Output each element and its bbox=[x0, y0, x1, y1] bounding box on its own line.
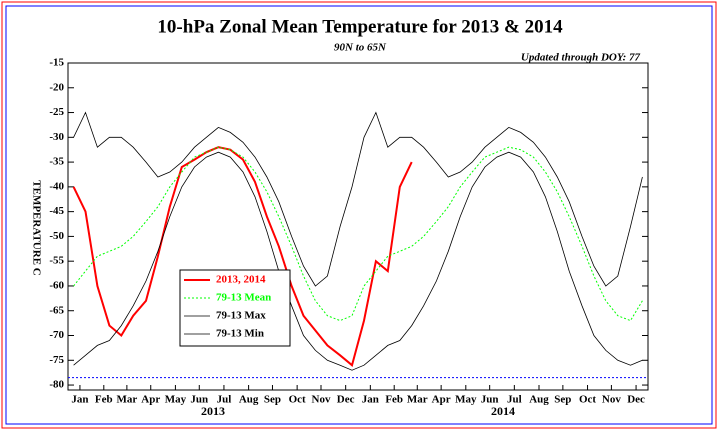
legend-box bbox=[179, 269, 291, 347]
x-tick-label: Jan bbox=[362, 394, 379, 406]
x-tick-label: Oct bbox=[289, 394, 306, 406]
x-tick-label: May bbox=[455, 394, 477, 406]
y-tick-label: -25 bbox=[49, 106, 64, 118]
x-tick-label: Sep bbox=[554, 394, 571, 406]
y-tick-label: -60 bbox=[49, 279, 64, 291]
x-tick-label: Oct bbox=[579, 394, 596, 406]
plot-frame bbox=[67, 62, 649, 391]
x-tick-label: Nov bbox=[312, 394, 331, 406]
series-line bbox=[73, 146, 643, 322]
x-tick-label: Mar bbox=[407, 394, 428, 406]
x-tick-label: Feb bbox=[95, 394, 113, 406]
y-axis-label: TEMPERATURE C bbox=[30, 180, 42, 275]
inner-border bbox=[5, 5, 713, 425]
legend-label: 79-13 Mean bbox=[216, 292, 271, 304]
annotation: Updated through DOY: 77 bbox=[521, 52, 641, 64]
x-tick-label: Aug bbox=[529, 394, 549, 406]
y-tick-label: -70 bbox=[49, 329, 64, 341]
x-tick-label: Mar bbox=[116, 394, 137, 406]
y-tick-label: -55 bbox=[49, 255, 64, 267]
legend-label: 79-13 Max bbox=[216, 310, 266, 322]
year-label: 2014 bbox=[491, 404, 515, 418]
y-tick-label: -45 bbox=[49, 205, 64, 217]
x-tick-label: Sep bbox=[264, 394, 281, 406]
x-tick-label: Dec bbox=[627, 394, 645, 406]
series-line bbox=[73, 151, 643, 371]
x-tick-label: Jan bbox=[71, 394, 88, 406]
x-tick-label: Jul bbox=[507, 394, 522, 406]
x-tick-label: Jun bbox=[481, 394, 499, 406]
subtitle: 90N to 65N bbox=[334, 42, 387, 54]
x-tick-label: Jul bbox=[217, 394, 232, 406]
y-tick-label: -40 bbox=[49, 180, 64, 192]
series-line bbox=[72, 146, 413, 367]
x-tick-label: Jun bbox=[190, 394, 208, 406]
y-tick-label: -50 bbox=[49, 230, 64, 242]
y-tick-label: -75 bbox=[49, 354, 64, 366]
y-tick-label: -15 bbox=[49, 57, 64, 69]
y-tick-label: -35 bbox=[49, 156, 64, 168]
legend-label: 2013, 2014 bbox=[216, 274, 266, 286]
year-label: 2013 bbox=[201, 404, 225, 418]
chart-title: 10-hPa Zonal Mean Temperature for 2013 &… bbox=[157, 16, 563, 37]
x-tick-label: Feb bbox=[385, 394, 403, 406]
x-tick-label: Dec bbox=[337, 394, 355, 406]
y-tick-label: -30 bbox=[49, 131, 64, 143]
x-tick-label: Aug bbox=[239, 394, 259, 406]
series-line bbox=[73, 111, 643, 287]
y-tick-label: -65 bbox=[49, 304, 64, 316]
x-tick-label: Nov bbox=[602, 394, 621, 406]
y-tick-label: -80 bbox=[49, 379, 64, 391]
y-tick-label: -20 bbox=[49, 81, 64, 93]
x-tick-label: Apr bbox=[432, 394, 451, 406]
legend-label: 79-13 Min bbox=[216, 328, 264, 340]
x-tick-label: May bbox=[165, 394, 187, 406]
x-tick-label: Apr bbox=[141, 394, 160, 406]
